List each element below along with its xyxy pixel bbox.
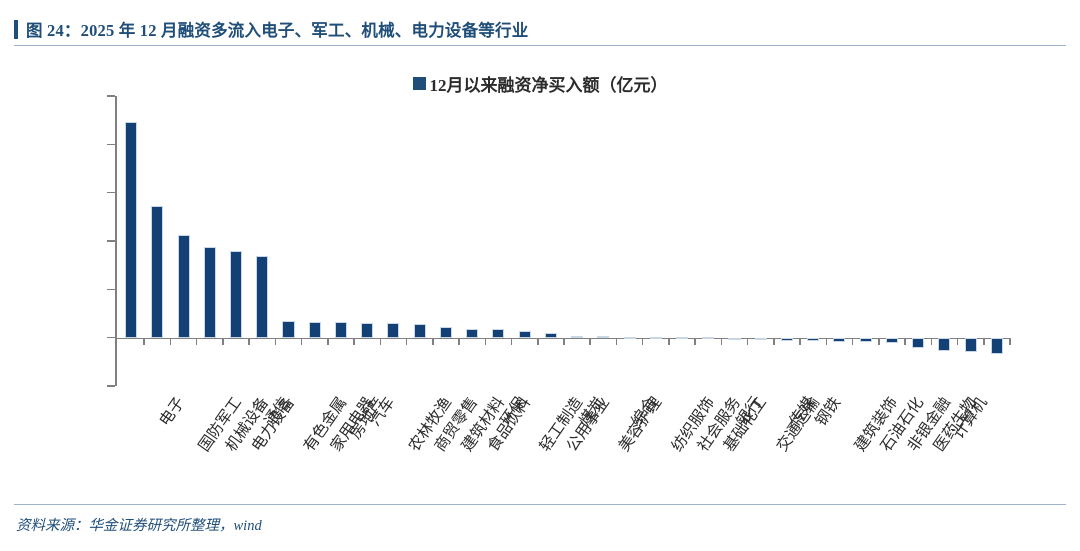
bar xyxy=(282,321,295,338)
x-tick xyxy=(537,337,539,345)
bar xyxy=(230,250,243,338)
page-title: 图 24：2025 年 12 月融资多流入电子、军工、机械、电力设备等行业 xyxy=(26,21,529,40)
x-tick xyxy=(300,337,303,345)
x-tick xyxy=(641,337,644,345)
bar xyxy=(177,235,190,338)
x-tick xyxy=(851,337,854,345)
x-tick xyxy=(956,337,959,345)
bar xyxy=(702,337,715,340)
x-tick xyxy=(510,337,513,345)
x-tick xyxy=(458,337,460,345)
bar xyxy=(518,330,531,338)
y-tick xyxy=(107,240,115,242)
bar xyxy=(859,337,872,343)
x-tick xyxy=(248,337,250,345)
footer-divider xyxy=(14,504,1066,505)
x-tick xyxy=(878,337,880,345)
bar xyxy=(203,246,216,338)
legend-swatch-icon xyxy=(412,76,426,90)
bar xyxy=(833,337,846,342)
bar xyxy=(807,337,820,342)
x-tick xyxy=(327,337,329,345)
x-tick xyxy=(668,337,670,345)
bar xyxy=(571,335,584,338)
x-tick xyxy=(694,337,696,345)
bar xyxy=(597,336,610,339)
x-tick xyxy=(274,337,277,345)
x-tick xyxy=(615,337,618,345)
bar xyxy=(938,337,951,352)
x-tick xyxy=(799,337,801,345)
x-tick xyxy=(432,337,434,345)
bar xyxy=(754,337,767,341)
bar xyxy=(912,337,925,349)
bar xyxy=(387,323,400,338)
bar xyxy=(990,337,1003,355)
x-tick xyxy=(484,337,487,345)
x-tick xyxy=(720,337,723,345)
x-tick xyxy=(589,337,591,345)
x-tick xyxy=(1009,337,1011,345)
y-tick xyxy=(107,191,115,194)
bar xyxy=(308,322,321,338)
bar xyxy=(728,337,741,340)
bar xyxy=(676,337,689,340)
bar xyxy=(439,327,452,338)
bar xyxy=(334,322,348,338)
bar xyxy=(649,336,662,339)
x-tick xyxy=(405,337,408,345)
source-note: 资料来源：华金证券研究所整理，wind xyxy=(16,518,262,534)
x-tick xyxy=(825,337,828,345)
bar xyxy=(544,332,557,338)
bar xyxy=(492,328,505,338)
bar xyxy=(885,337,898,344)
bar xyxy=(466,328,479,338)
x-tick xyxy=(169,337,172,345)
title-accent-bar xyxy=(14,19,18,39)
x-tick xyxy=(930,337,933,345)
y-tick xyxy=(107,288,115,291)
bar xyxy=(361,323,374,338)
chart-legend: 12月以来融资净买入额（亿元） xyxy=(0,68,1080,98)
y-tick xyxy=(107,385,115,387)
x-tick xyxy=(143,337,145,345)
x-tick xyxy=(353,337,355,345)
bar xyxy=(151,206,164,338)
x-tick xyxy=(773,337,775,345)
bar xyxy=(413,324,426,338)
title-divider xyxy=(14,45,1066,46)
bar xyxy=(623,336,636,339)
x-tick xyxy=(222,337,224,345)
legend-label: 12月以来融资净买入额（亿元） xyxy=(429,75,668,95)
figure-title: 图 24：2025 年 12 月融资多流入电子、军工、机械、电力设备等行业 xyxy=(14,14,1066,44)
x-axis-zero-line xyxy=(115,337,1010,340)
x-tick xyxy=(563,337,565,345)
x-tick xyxy=(746,337,749,345)
x-tick xyxy=(904,337,906,345)
x-tick-label: 电子 xyxy=(156,394,189,430)
bar xyxy=(125,122,138,338)
y-tick xyxy=(107,336,115,339)
y-axis-line xyxy=(115,96,117,386)
bar xyxy=(780,337,794,341)
y-tick xyxy=(107,143,115,146)
x-tick xyxy=(379,337,382,345)
x-tick xyxy=(983,337,985,345)
y-tick xyxy=(107,95,115,97)
bar xyxy=(964,337,977,353)
bar xyxy=(256,255,269,338)
plot-area: -50050100150200250 电子国防军工机械设备电力设备通信有色金属家… xyxy=(107,95,1011,455)
x-tick xyxy=(195,337,198,345)
